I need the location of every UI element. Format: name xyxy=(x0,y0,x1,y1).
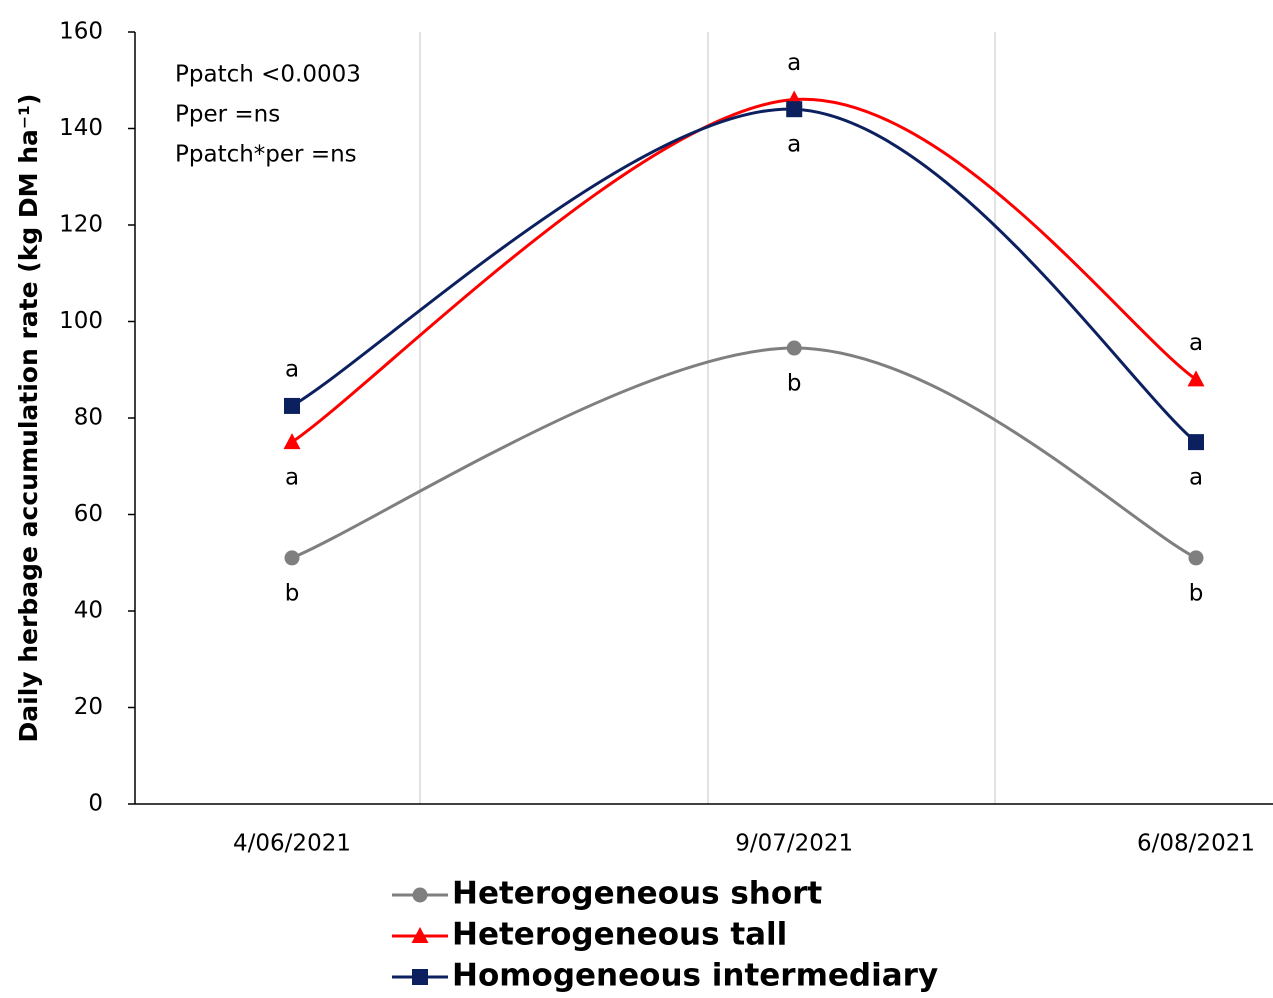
series: b b b xyxy=(284,340,1204,606)
y-tick-label: 100 xyxy=(59,308,103,334)
legend-label: Homogeneous intermediary xyxy=(452,958,938,994)
significance-letter: a xyxy=(285,356,299,382)
annotation: Ppatch*per =ns xyxy=(175,142,357,168)
marker xyxy=(786,101,803,118)
significance-letter: a xyxy=(1189,465,1203,491)
significance-letter: a xyxy=(285,465,299,491)
significance-letter: b xyxy=(787,371,802,397)
annotation: Ppatch <0.0003 xyxy=(175,62,361,88)
marker xyxy=(411,927,429,943)
series: a a a xyxy=(284,101,1204,491)
line xyxy=(291,346,1197,560)
y-tick-label: 0 xyxy=(88,791,103,817)
y-tick-label: 160 xyxy=(59,19,103,45)
marker xyxy=(412,969,428,985)
y-axis-label: Daily herbage accumulation rate (kg DM h… xyxy=(14,94,43,743)
y-tick-label: 20 xyxy=(74,694,103,720)
marker xyxy=(283,433,301,450)
x-tick-label: 4/06/2021 xyxy=(233,831,351,857)
marker xyxy=(284,397,300,414)
y-tick-label: 80 xyxy=(74,405,103,431)
marker xyxy=(284,550,300,566)
line xyxy=(291,107,1197,444)
marker xyxy=(1187,370,1205,387)
vertical-grid xyxy=(419,32,996,804)
annotation: Pper =ns xyxy=(175,102,280,128)
significance-letter: b xyxy=(1189,580,1204,606)
y-tick-label: 40 xyxy=(74,598,103,624)
legend-label: Heterogeneous tall xyxy=(452,917,787,953)
significance-letter: a xyxy=(787,132,801,158)
marker xyxy=(786,340,802,356)
legend-label: Heterogeneous short xyxy=(452,876,822,912)
significance-letter: a xyxy=(1189,330,1203,356)
marker xyxy=(412,887,428,903)
significance-letter: a xyxy=(787,50,801,76)
y-tick-label: 60 xyxy=(74,501,103,527)
y-tick-label: 140 xyxy=(59,115,103,141)
line xyxy=(291,98,1197,444)
marker xyxy=(1188,550,1204,566)
series: a a a xyxy=(283,50,1205,491)
y-tick-label: 120 xyxy=(59,212,103,238)
x-tick-label: 6/08/2021 xyxy=(1137,831,1255,857)
x-tick-label: 9/07/2021 xyxy=(735,831,853,857)
significance-letter: b xyxy=(285,580,300,606)
marker xyxy=(1188,434,1204,451)
